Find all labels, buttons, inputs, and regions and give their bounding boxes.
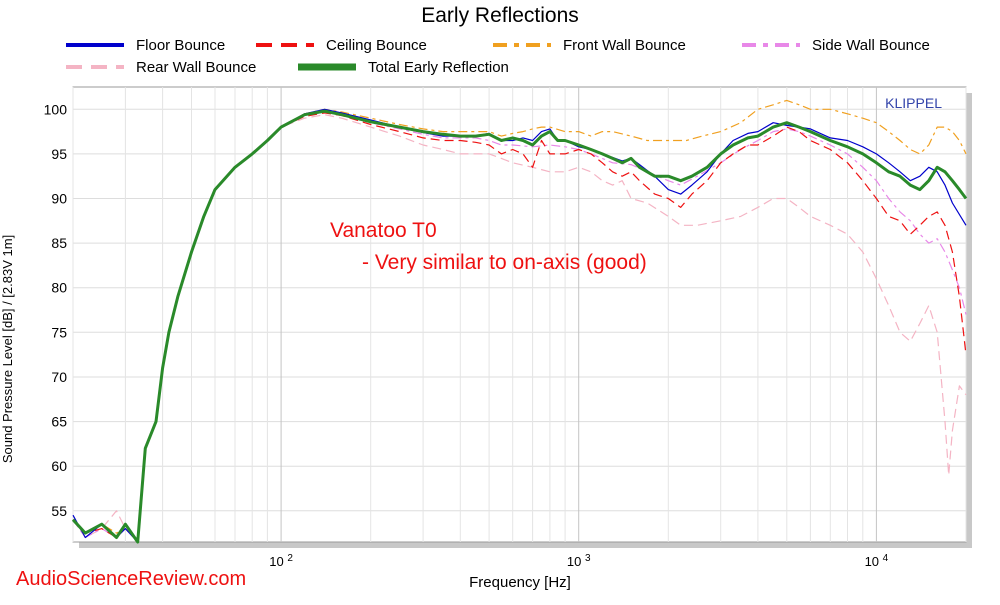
grid bbox=[72, 87, 967, 542]
plot-area bbox=[72, 86, 967, 543]
annotation-model: Vanatoo T0 bbox=[330, 219, 437, 242]
x-axis-label: Frequency [Hz] bbox=[469, 574, 571, 591]
y-axis-label: Sound Pressure Level [dB] / [2.83V 1m] bbox=[0, 235, 15, 463]
series-layer bbox=[71, 99, 968, 544]
y-tick-label: 55 bbox=[51, 503, 67, 519]
y-tick-label: 85 bbox=[51, 235, 67, 251]
x-tick-label: 10 2 bbox=[269, 553, 293, 569]
legend-label: Front Wall Bounce bbox=[563, 37, 686, 54]
klippel-watermark: KLIPPEL bbox=[885, 95, 942, 111]
x-tick-label: 10 4 bbox=[865, 553, 889, 569]
annotation-comment: - Very similar to on-axis (good) bbox=[362, 251, 647, 274]
y-tick-label: 80 bbox=[51, 280, 67, 296]
x-tick-base: 10 bbox=[269, 554, 287, 569]
legend-label: Total Early Reflection bbox=[368, 59, 509, 76]
series-line bbox=[71, 109, 968, 544]
x-tick-label: 10 3 bbox=[567, 553, 591, 569]
x-tick-exponent: 2 bbox=[287, 553, 293, 564]
chart-title: Early Reflections bbox=[421, 4, 579, 27]
legend-label: Ceiling Bounce bbox=[326, 37, 427, 54]
y-tick-label: 100 bbox=[44, 101, 68, 117]
series-line bbox=[72, 112, 967, 543]
x-tick-base: 10 bbox=[567, 554, 585, 569]
x-tick-exponent: 3 bbox=[585, 553, 591, 564]
x-tick-exponent: 4 bbox=[883, 553, 889, 564]
y-tick-label: 95 bbox=[51, 146, 67, 162]
y-tick-label: 90 bbox=[51, 191, 67, 207]
legend: Floor Bounce Ceiling Bounce Front Wall Bou… bbox=[66, 37, 930, 76]
site-credit: AudioScienceReview.com bbox=[16, 568, 246, 590]
legend-label: Rear Wall Bounce bbox=[136, 59, 256, 76]
y-tick-label: 70 bbox=[51, 369, 67, 385]
legend-label: Side Wall Bounce bbox=[812, 37, 930, 54]
y-tick-label: 65 bbox=[51, 414, 67, 430]
legend-label: Floor Bounce bbox=[136, 37, 225, 54]
y-tick-label: 60 bbox=[51, 458, 67, 474]
y-tick-label: 75 bbox=[51, 324, 67, 340]
x-tick-base: 10 bbox=[865, 554, 883, 569]
